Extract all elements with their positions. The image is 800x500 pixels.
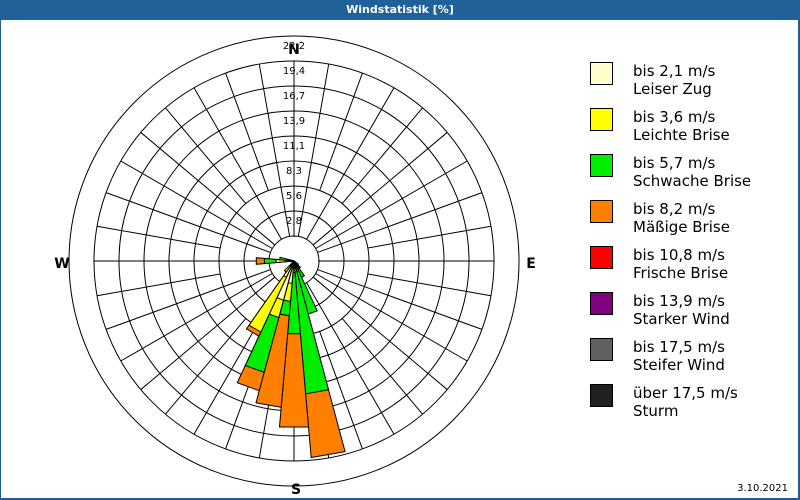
legend-item: bis 5,7 m/s Schwache Brise [590,154,790,200]
petal-segment [290,260,295,266]
wind-rose-chart: 2,8 5,6 8,3 11,1 13,9 16,7 19,4 22,2N S W E [54,35,536,498]
ring-label: 22,2 [283,41,305,52]
ring-label: 8,3 [286,166,302,177]
compass-north: N [288,42,300,58]
legend-swatch [590,246,613,269]
ring-label: 19,4 [283,66,305,77]
compass-east: E [526,256,536,272]
ring-label: 5,6 [286,191,302,202]
legend-swatch [590,154,613,177]
compass-south: S [291,482,301,498]
legend-label: bis 10,8 m/s Frische Brise [633,246,729,282]
legend-swatch [590,384,613,407]
legend-item: über 17,5 m/s Sturm [590,384,790,430]
chart-panel: 2,8 5,6 8,3 11,1 13,9 16,7 19,4 22,2 N S W E bis 2,… [1,20,798,498]
legend-swatch [590,108,613,131]
legend-item: bis 2,1 m/s Leiser Zug [590,62,790,108]
date-label: 3.10.2021 [737,483,788,494]
legend-label: bis 17,5 m/s Steifer Wind [633,338,725,374]
legend-item: bis 13,9 m/s Starker Wind [590,292,790,338]
legend-item: bis 17,5 m/s Steifer Wind [590,338,790,384]
ring-label: 13,9 [283,116,305,127]
legend-swatch [590,200,613,223]
legend-swatch [590,338,613,361]
petal-segment [290,259,295,262]
legend-item: bis 10,8 m/s Frische Brise [590,246,790,292]
petal-segment [293,260,297,264]
ring-label: 11,1 [283,141,305,152]
legend-item: bis 8,2 m/s Mäßige Brise [590,200,790,246]
legend-label: bis 5,7 m/s Schwache Brise [633,154,752,190]
compass-west: W [54,256,69,272]
petal-segment [248,260,295,333]
ring-label: 2,8 [286,216,302,227]
ring-label: 16,7 [283,91,305,102]
legend-label: bis 8,2 m/s Mäßige Brise [633,200,730,236]
legend-label: über 17,5 m/s Sturm [633,384,738,420]
legend-item: bis 3,6 m/s Leichte Brise [590,108,790,154]
legend-label: bis 13,9 m/s Starker Wind [633,292,730,328]
window-title: Windstatistik [%] [0,0,800,20]
legend-swatch [590,292,613,315]
legend-label: bis 2,1 m/s Leiser Zug [633,62,716,98]
wind-petals [236,256,346,459]
legend-label: bis 3,6 m/s Leichte Brise [633,108,730,144]
legend-swatch [590,62,613,85]
legend: bis 2,1 m/s Leiser Zug bis 3,6 m/s Leichte … [590,62,790,430]
